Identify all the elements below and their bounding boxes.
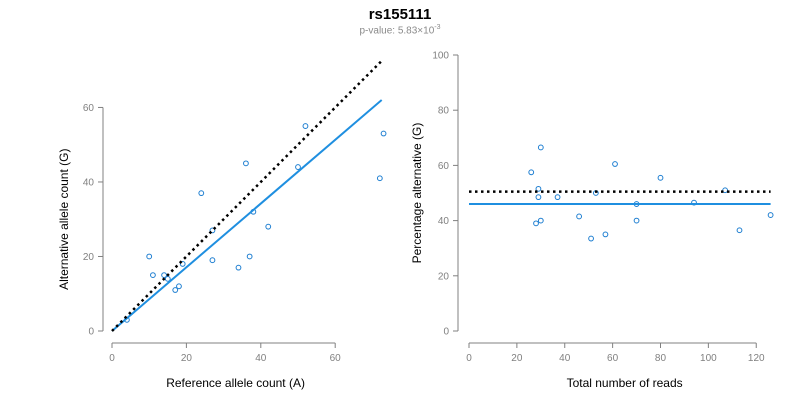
y-tick-label: 60 bbox=[438, 161, 450, 172]
data-point bbox=[376, 175, 383, 182]
y-tick-label: 80 bbox=[438, 106, 450, 117]
data-point bbox=[528, 169, 535, 176]
y-tick-label: 40 bbox=[438, 216, 450, 227]
x-tick-label: 20 bbox=[181, 353, 193, 364]
data-point bbox=[535, 194, 542, 201]
x-tick-label: 0 bbox=[466, 353, 472, 364]
data-point bbox=[198, 190, 205, 197]
y-tick-label: 20 bbox=[438, 271, 450, 282]
y-tick-label: 0 bbox=[443, 327, 449, 338]
x-tick-label: 0 bbox=[109, 353, 115, 364]
data-point bbox=[537, 144, 544, 151]
data-point bbox=[767, 212, 774, 218]
data-point bbox=[243, 160, 249, 167]
data-point bbox=[302, 123, 309, 129]
y-tick-label: 40 bbox=[83, 177, 95, 188]
y-axis-title: Percentage alternative (G) bbox=[410, 123, 424, 264]
p-value-subtitle: p-value: 5.83×10-3 bbox=[0, 24, 800, 36]
panel-1: 0 20 40 60 0 20 40 60 Reference allele count (A)… bbox=[57, 59, 387, 390]
data-point bbox=[602, 231, 609, 238]
data-point bbox=[535, 185, 542, 192]
data-point bbox=[179, 261, 186, 267]
data-point bbox=[209, 257, 216, 264]
data-point bbox=[146, 253, 153, 260]
data-point bbox=[612, 161, 618, 167]
data-point bbox=[235, 264, 242, 271]
fitted-line bbox=[111, 99, 383, 332]
data-point bbox=[722, 187, 729, 194]
data-point bbox=[295, 164, 301, 170]
expected-line bbox=[111, 59, 383, 332]
data-point bbox=[380, 130, 387, 137]
y-tick-label: 60 bbox=[83, 103, 95, 114]
data-point bbox=[176, 283, 182, 290]
data-point bbox=[150, 272, 156, 279]
data-point bbox=[657, 174, 664, 181]
x-tick-label: 40 bbox=[255, 353, 267, 364]
x-tick-label: 40 bbox=[559, 353, 571, 364]
p-value-text: p-value: 5.83×10 bbox=[359, 25, 435, 37]
p-value-exponent: -3 bbox=[434, 24, 441, 31]
x-tick-label: 100 bbox=[700, 353, 717, 364]
data-point bbox=[736, 227, 743, 234]
x-tick-label: 120 bbox=[748, 353, 765, 364]
data-point bbox=[246, 253, 253, 260]
chart-title: rs155111 bbox=[368, 6, 432, 23]
data-point bbox=[691, 199, 697, 206]
y-axis-title: Alternative allele count (G) bbox=[57, 149, 71, 290]
data-point bbox=[537, 217, 544, 224]
data-point bbox=[576, 213, 583, 220]
x-axis-title: Total number of reads bbox=[567, 376, 683, 390]
data-point bbox=[633, 217, 640, 224]
x-tick-label: 60 bbox=[607, 353, 619, 364]
data-point bbox=[588, 235, 594, 242]
data-point bbox=[533, 220, 539, 227]
y-tick-label: 20 bbox=[83, 252, 95, 263]
y-tick-label: 0 bbox=[88, 327, 94, 338]
data-point bbox=[554, 194, 561, 201]
data-point bbox=[265, 223, 272, 230]
x-axis-title: Reference allele count (A) bbox=[166, 376, 305, 390]
data-point bbox=[172, 287, 179, 293]
data-point bbox=[209, 227, 216, 234]
x-tick-label: 60 bbox=[330, 353, 342, 364]
panel-2: 0 20 40 60 80 100 120 0 20 40 60 80 100 Total number … bbox=[410, 51, 774, 390]
x-tick-label: 80 bbox=[655, 353, 667, 364]
y-tick-label: 100 bbox=[432, 51, 449, 62]
x-tick-label: 20 bbox=[511, 353, 523, 364]
